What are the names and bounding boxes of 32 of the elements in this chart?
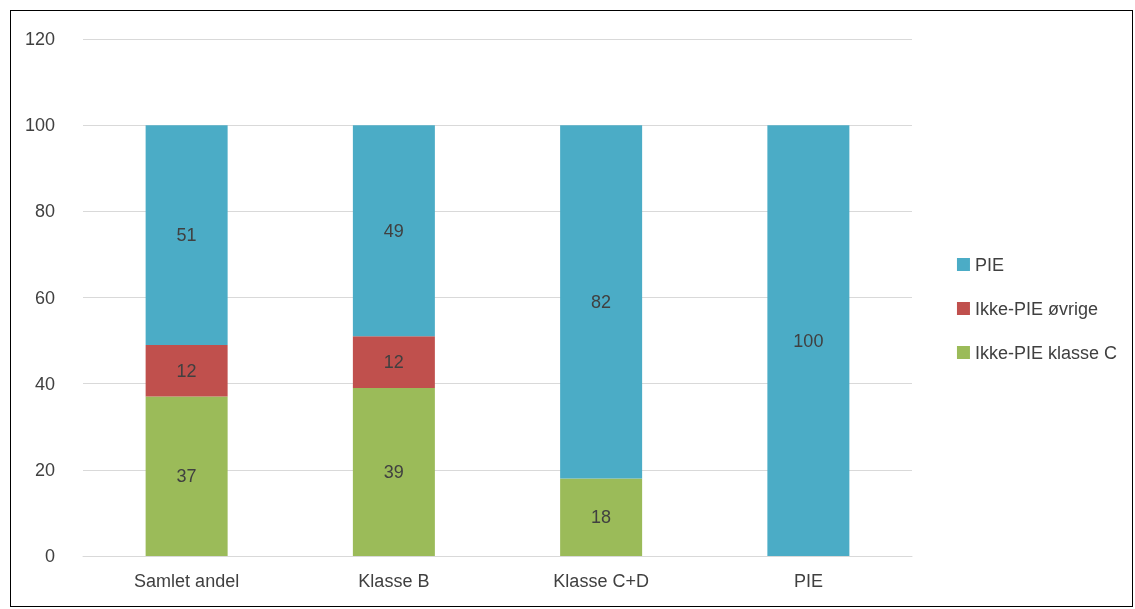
data-label: 12	[176, 360, 197, 381]
bar	[145, 344, 228, 397]
y-tick-label: 60	[34, 287, 55, 308]
legend-label: Ikke-PIE øvrige	[974, 298, 1098, 319]
data-label: 39	[383, 461, 404, 482]
x-tick-label: Klasse C+D	[553, 571, 649, 591]
data-label: 49	[383, 220, 404, 241]
legend-label: PIE	[974, 254, 1004, 275]
x-tick-label: PIE	[793, 571, 823, 591]
data-label: 12	[383, 352, 404, 373]
bar	[352, 336, 435, 388]
bar	[352, 125, 435, 337]
y-tick-label: 20	[34, 459, 55, 480]
data-label: 51	[176, 225, 197, 246]
bar	[145, 125, 228, 345]
data-label: 100	[793, 330, 824, 351]
data-label: 37	[176, 466, 197, 487]
x-tick-label: Klasse B	[358, 571, 430, 591]
x-tick-label: Samlet andel	[134, 571, 240, 591]
y-tick-label: 80	[34, 201, 55, 222]
y-tick-label: 40	[34, 373, 55, 394]
bar	[560, 125, 643, 479]
y-tick-label: 100	[24, 115, 55, 136]
bar	[560, 478, 643, 556]
y-tick-label: 0	[44, 546, 55, 566]
data-label: 18	[591, 507, 612, 528]
bar	[145, 396, 228, 556]
legend-label: Ikke-PIE klasse C	[974, 342, 1118, 363]
bar	[352, 387, 435, 556]
bar	[767, 125, 850, 556]
y-tick-label: 120	[24, 29, 55, 49]
data-label: 82	[591, 291, 612, 312]
